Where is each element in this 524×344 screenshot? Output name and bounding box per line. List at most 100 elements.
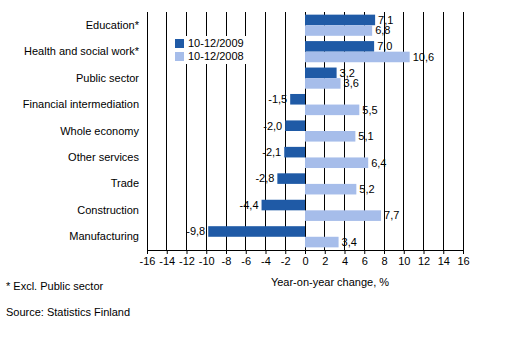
bar bbox=[305, 105, 359, 116]
tick-label: 16 bbox=[457, 255, 469, 267]
tick-label: 8 bbox=[381, 255, 387, 267]
category-label: Public sector bbox=[76, 72, 139, 84]
tick-label: 14 bbox=[438, 255, 450, 267]
category-label: Manufacturing bbox=[69, 230, 139, 242]
category-label: Whole economy bbox=[60, 125, 139, 137]
tick-label: -2 bbox=[281, 255, 291, 267]
tick-mark bbox=[206, 250, 207, 254]
tick-label: -8 bbox=[222, 255, 232, 267]
tick-label: 0 bbox=[302, 255, 308, 267]
legend-background bbox=[173, 36, 263, 64]
chart: 7,17,03,2-1,5-2,0-2,1-2,8-4,4-9,86,810,6… bbox=[0, 0, 524, 344]
tick-label: 4 bbox=[342, 255, 348, 267]
tick: Health and social work* bbox=[24, 45, 147, 57]
data-label: 3,6 bbox=[344, 77, 359, 89]
tick: -14 bbox=[159, 250, 175, 267]
tick: -8 bbox=[222, 250, 232, 267]
tick-label: -6 bbox=[241, 255, 251, 267]
bar bbox=[305, 131, 355, 142]
data-label: -2,0 bbox=[263, 120, 282, 132]
bar bbox=[208, 226, 305, 237]
tick: 6 bbox=[362, 250, 368, 267]
legend-label: 10-12/2008 bbox=[188, 50, 244, 62]
tick: 0 bbox=[302, 250, 308, 267]
data-label: -2,8 bbox=[255, 172, 274, 184]
x-axis-line bbox=[148, 251, 464, 255]
data-label: 5,2 bbox=[359, 183, 374, 195]
data-labels: 7,17,03,2-1,5-2,0-2,1-2,8-4,4-9,86,810,6… bbox=[186, 14, 434, 248]
tick: 12 bbox=[418, 250, 430, 267]
tick: 10 bbox=[398, 250, 410, 267]
tick-label: -4 bbox=[261, 255, 271, 267]
tick-label: 10 bbox=[398, 255, 410, 267]
tick: -12 bbox=[179, 250, 195, 267]
bar bbox=[305, 52, 410, 63]
data-label: 7,7 bbox=[384, 209, 399, 221]
tick: 4 bbox=[342, 250, 348, 267]
tick: 14 bbox=[438, 250, 450, 267]
tick: Trade bbox=[111, 177, 147, 189]
bar bbox=[305, 210, 381, 221]
tick-mark bbox=[285, 250, 286, 254]
bar bbox=[305, 41, 374, 52]
tick-mark bbox=[187, 250, 188, 254]
legend-swatch bbox=[175, 52, 184, 61]
tick: Whole economy bbox=[60, 125, 147, 137]
tick-label: 6 bbox=[362, 255, 368, 267]
tick: -16 bbox=[140, 250, 156, 267]
x-axis: -16-14 -12 -10 -8 -6 -4 -2 0 2 4 6 8 10 12 14 16 bbox=[140, 250, 470, 267]
legend-label: 10-12/2009 bbox=[188, 37, 244, 49]
grid-line bbox=[403, 12, 404, 250]
tick-mark bbox=[345, 250, 346, 254]
bar bbox=[284, 147, 305, 158]
tick: 2 bbox=[322, 250, 328, 267]
data-label: 6,4 bbox=[371, 157, 386, 169]
tick: Construction bbox=[77, 204, 147, 216]
tick-label: -12 bbox=[179, 255, 195, 267]
data-label: -1,5 bbox=[268, 93, 287, 105]
grid-line bbox=[166, 12, 167, 250]
tick: 16 bbox=[457, 250, 469, 267]
tick: -6 bbox=[241, 250, 251, 267]
tick-mark bbox=[364, 250, 365, 254]
bar bbox=[305, 78, 341, 89]
bar bbox=[277, 173, 305, 184]
tick: Manufacturing bbox=[69, 230, 147, 242]
category-label: Health and social work* bbox=[24, 45, 140, 57]
tick-mark bbox=[463, 250, 464, 254]
tick-mark bbox=[246, 250, 247, 254]
y-axis: Education*Health and social work*Public … bbox=[23, 13, 148, 251]
x-axis-title: Year-on-year change, % bbox=[271, 276, 389, 288]
grid-line bbox=[443, 12, 444, 250]
data-label: -4,4 bbox=[240, 199, 259, 211]
data-label: -2,1 bbox=[262, 146, 281, 158]
tick: 8 bbox=[381, 250, 387, 267]
tick-mark bbox=[167, 250, 168, 254]
bar bbox=[305, 68, 337, 79]
tick-mark bbox=[266, 250, 267, 254]
category-label: Trade bbox=[111, 177, 139, 189]
category-label: Construction bbox=[77, 204, 139, 216]
grid-line bbox=[147, 12, 148, 250]
legend-swatch bbox=[175, 39, 184, 48]
legend: 10-12/200910-12/2008 bbox=[173, 36, 263, 64]
tick-mark bbox=[325, 250, 326, 254]
tick-mark bbox=[443, 250, 444, 254]
data-label: 7,0 bbox=[377, 40, 392, 52]
tick-mark bbox=[147, 250, 148, 254]
tick-mark bbox=[305, 250, 306, 254]
category-label: Financial intermediation bbox=[23, 98, 139, 110]
annotation: Source: Statistics Finland bbox=[6, 306, 130, 318]
bar bbox=[305, 184, 356, 195]
tick: Public sector bbox=[76, 72, 147, 84]
tick-label: -16 bbox=[140, 255, 156, 267]
data-label: 10,6 bbox=[413, 51, 434, 63]
tick-mark bbox=[404, 250, 405, 254]
grid-line bbox=[423, 12, 424, 250]
tick: -10 bbox=[199, 250, 215, 267]
tick-label: 2 bbox=[322, 255, 328, 267]
grid bbox=[147, 12, 463, 250]
data-label: 3,4 bbox=[342, 236, 357, 248]
category-label: Other services bbox=[68, 151, 139, 163]
tick-label: -14 bbox=[159, 255, 175, 267]
